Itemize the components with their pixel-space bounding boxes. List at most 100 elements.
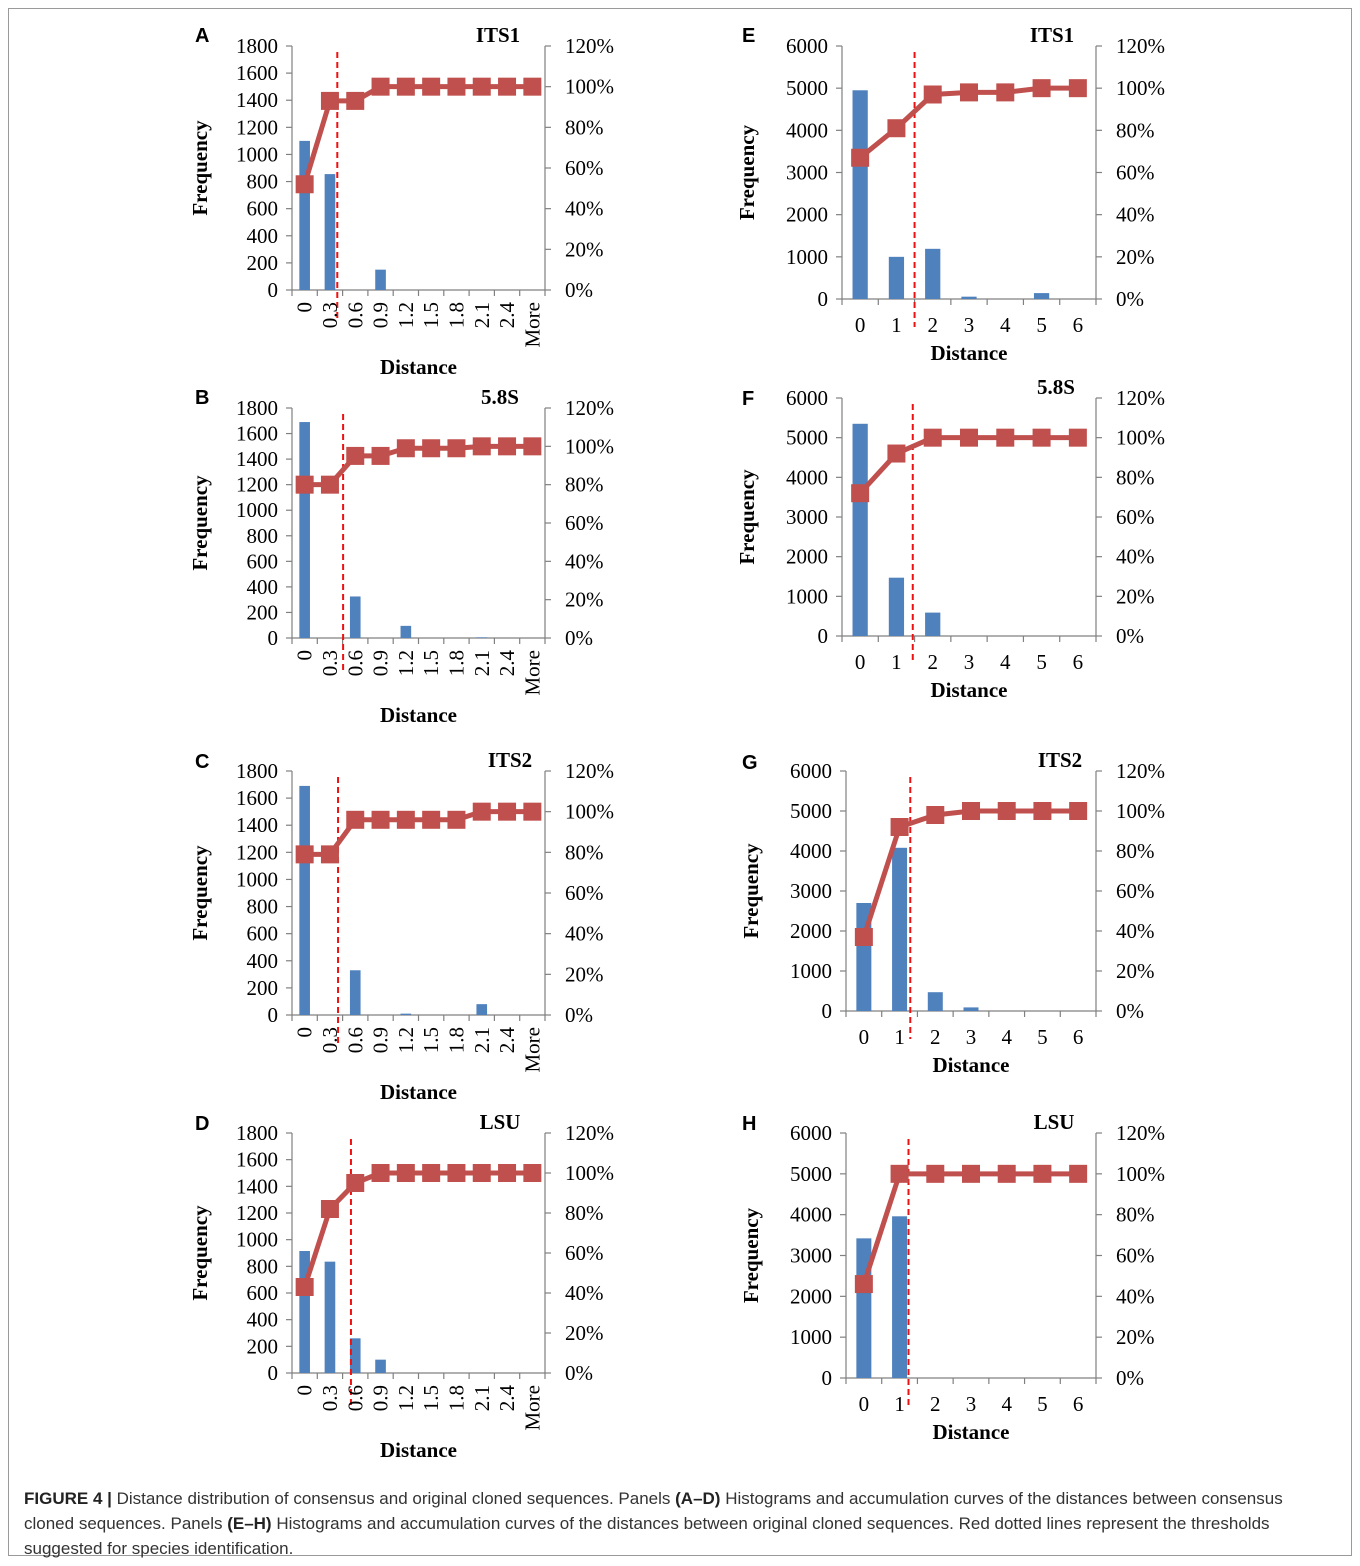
x-axis-title: Distance <box>380 1080 457 1104</box>
y2-tick-label: 100% <box>565 75 614 99</box>
y-tick-label: 200 <box>247 1334 279 1358</box>
x-tick-label: 0.9 <box>369 1027 393 1053</box>
y-axis-title: Frequency <box>739 843 763 939</box>
histogram-bar <box>375 1359 386 1373</box>
y-axis-title: Frequency <box>188 475 212 571</box>
cumulative-marker <box>498 1164 517 1182</box>
panel-letter: A <box>195 25 209 47</box>
y2-tick-label: 80% <box>565 1201 604 1225</box>
y-tick-label: 1800 <box>236 759 278 783</box>
x-tick-label: 1.5 <box>419 650 443 676</box>
y2-tick-label: 100% <box>1116 799 1165 823</box>
y2-tick-label: 40% <box>1116 919 1155 943</box>
cumulative-marker <box>396 810 415 829</box>
panel-title: 5.8S <box>1037 375 1075 399</box>
y-axis-title: Frequency <box>735 124 759 220</box>
x-tick-label: More <box>520 302 544 348</box>
cumulative-marker <box>1032 428 1051 447</box>
x-tick-label: 2.1 <box>470 1027 494 1053</box>
y-tick-label: 5000 <box>790 1162 832 1186</box>
x-tick-label: 6 <box>1073 650 1084 674</box>
x-tick-label: 1.5 <box>419 302 443 328</box>
cumulative-marker <box>1032 79 1051 98</box>
x-tick-label: 1 <box>894 1392 905 1416</box>
cumulative-marker <box>997 802 1016 820</box>
y2-tick-label: 120% <box>1116 386 1165 410</box>
cumulative-marker <box>851 148 870 167</box>
y-tick-label: 600 <box>247 549 279 573</box>
x-tick-label: 0.9 <box>369 302 393 328</box>
y-tick-label: 1400 <box>236 447 278 471</box>
x-tick-label: 2.4 <box>495 1385 519 1412</box>
y2-tick-label: 60% <box>1116 161 1155 185</box>
x-tick-label: 2.1 <box>470 1385 494 1411</box>
cumulative-marker <box>997 1164 1016 1183</box>
y-tick-label: 400 <box>247 575 279 599</box>
y2-tick-label: 120% <box>565 34 614 58</box>
y2-tick-label: 100% <box>565 1161 614 1185</box>
y2-tick-label: 20% <box>565 237 604 261</box>
cumulative-marker <box>320 91 339 110</box>
y-tick-label: 800 <box>247 170 279 194</box>
x-axis-title: Distance <box>931 678 1008 702</box>
y2-tick-label: 60% <box>1116 505 1155 529</box>
y-tick-label: 6000 <box>790 759 832 783</box>
cumulative-marker <box>422 1164 441 1182</box>
caption-text-2: Histograms and accumulation curves of th… <box>24 1489 1283 1533</box>
cumulative-marker <box>396 1164 415 1182</box>
cumulative-marker <box>960 428 978 447</box>
y-tick-label: 2000 <box>786 545 828 569</box>
caption-panels-2: (E–H) <box>227 1514 272 1533</box>
histogram-bar <box>888 256 905 299</box>
chart-panel-a: 0 200 400 600 800 1000 1200 1400 1600 1800 0% 20% 40… <box>188 23 614 379</box>
cumulative-marker <box>447 77 466 96</box>
x-tick-label: 1.8 <box>444 1027 468 1053</box>
figure-panels: 0200400600800100012001400160018000%20%40… <box>188 23 1165 1462</box>
x-tick-label: 5 <box>1036 650 1047 674</box>
x-tick-label: 1.2 <box>394 650 418 676</box>
figure-caption: FIGURE 4 | Distance distribution of cons… <box>24 1486 1334 1561</box>
x-tick-label: 5 <box>1037 1392 1048 1416</box>
x-tick-label: 0.6 <box>343 302 367 328</box>
x-tick-label: 1.8 <box>444 302 468 328</box>
x-tick-label: 2.1 <box>470 650 494 676</box>
cumulative-marker <box>887 444 906 463</box>
panel-letter: B <box>195 387 209 409</box>
cumulative-marker <box>320 475 339 494</box>
y-tick-label: 6000 <box>786 34 828 58</box>
y2-tick-label: 120% <box>565 1121 614 1145</box>
cumulative-marker <box>371 446 390 465</box>
y-tick-label: 0 <box>818 624 829 648</box>
cumulative-marker <box>1033 802 1052 820</box>
x-tick-label: 5 <box>1037 1025 1048 1049</box>
x-tick-label: 0 <box>855 313 866 337</box>
y2-tick-label: 60% <box>1116 1244 1155 1268</box>
x-tick-label: 6 <box>1073 1392 1084 1416</box>
panel-letter: E <box>742 25 755 47</box>
x-tick-label: 2 <box>930 1025 941 1049</box>
y2-tick-label: 100% <box>1116 1162 1165 1186</box>
y2-tick-label: 80% <box>1116 1203 1155 1227</box>
x-axis-title: Distance <box>380 355 457 379</box>
chart-panel-h: 0 1000 2000 3000 4000 5000 6000 0% 20% 40% 60% 80% 1… <box>739 1110 1165 1444</box>
x-tick-label: 3 <box>964 313 975 337</box>
y-tick-label: 0 <box>268 278 279 302</box>
histogram-bar <box>925 248 941 299</box>
cumulative-marker <box>1068 428 1087 447</box>
y2-tick-label: 60% <box>565 881 604 905</box>
y-tick-label: 0 <box>822 1366 833 1390</box>
cumulative-marker <box>962 802 980 820</box>
figure-frame <box>8 8 1352 1556</box>
y2-tick-label: 60% <box>1116 879 1155 903</box>
x-tick-label: 4 <box>1000 313 1011 337</box>
y2-tick-label: 40% <box>1116 1284 1155 1308</box>
x-tick-label: 0.3 <box>318 302 342 328</box>
cumulative-line <box>304 443 533 488</box>
panel-letter: H <box>742 1113 756 1135</box>
histogram-bar <box>852 90 868 300</box>
cumulative-marker <box>890 818 909 836</box>
y-tick-label: 1000 <box>786 584 828 608</box>
y2-tick-label: 80% <box>1116 465 1155 489</box>
caption-text-1: Distance distribution of consensus and o… <box>111 1489 676 1508</box>
